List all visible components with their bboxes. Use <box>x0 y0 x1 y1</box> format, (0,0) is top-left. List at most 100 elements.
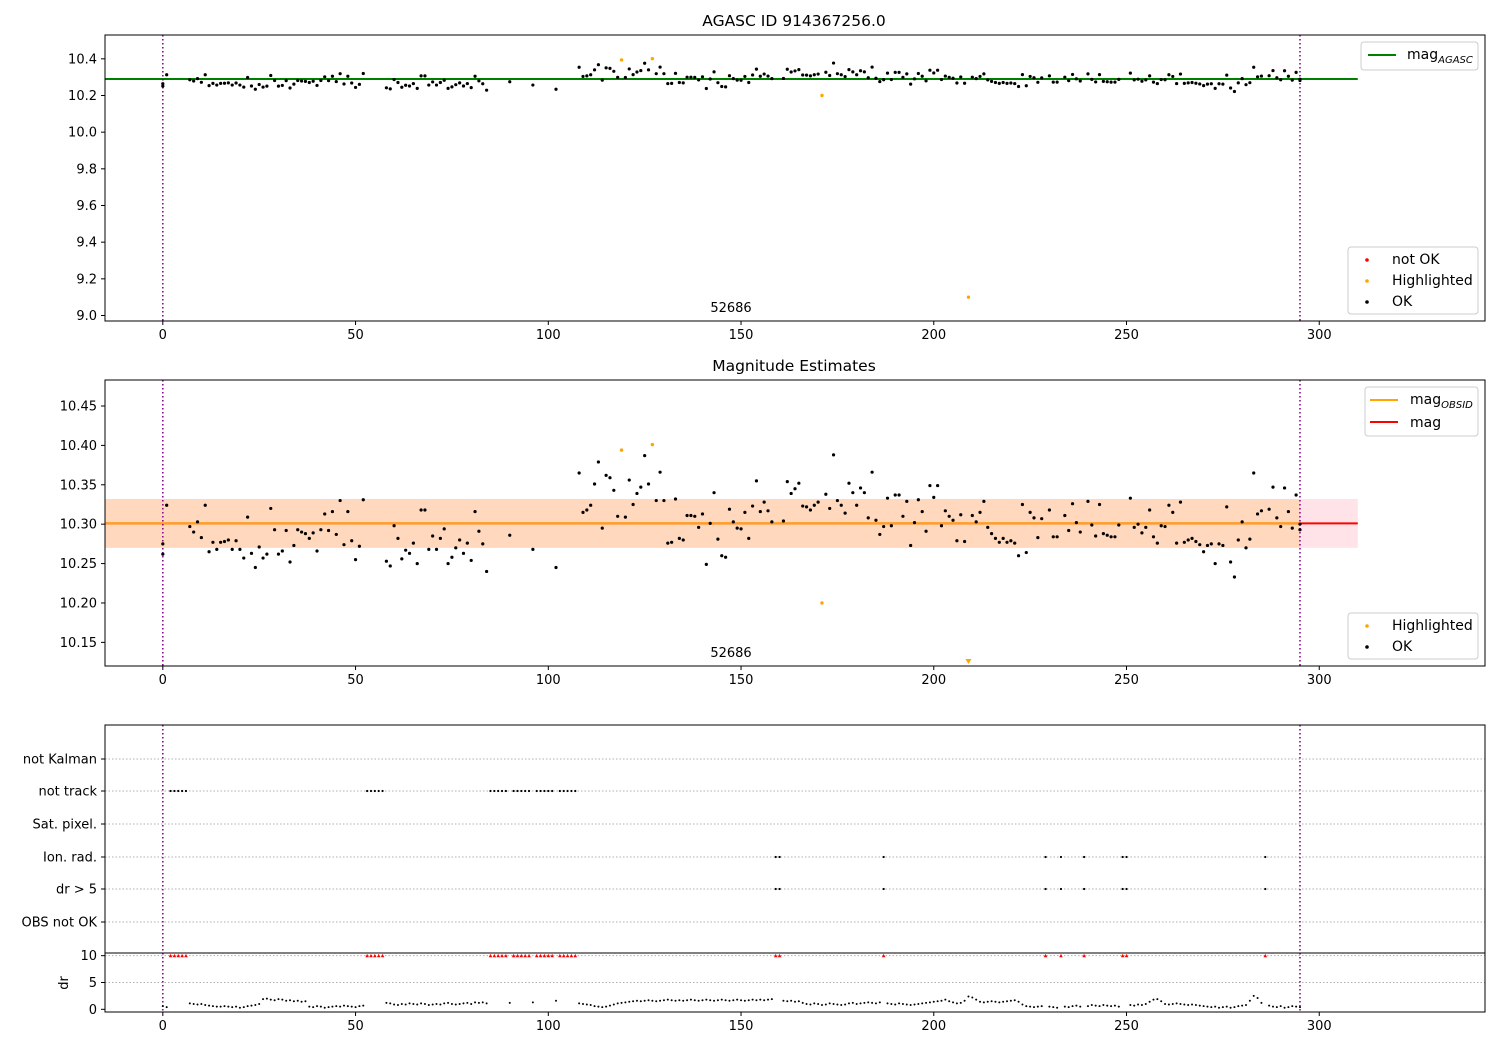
dr-point <box>635 999 638 1002</box>
estimates-ok-point <box>1128 496 1132 500</box>
agasc-ok-point <box>219 81 223 85</box>
estimates-ok-point <box>531 547 535 551</box>
flags-point <box>535 789 538 793</box>
dr-axis-label: dr <box>57 976 72 990</box>
agasc-ok-point <box>989 79 994 83</box>
agasc-ok-point <box>1128 71 1132 75</box>
dr-point <box>651 999 654 1002</box>
dr-point <box>1160 1000 1163 1003</box>
agasc-ok-point <box>901 75 905 79</box>
agasc-ok-point <box>712 70 716 74</box>
estimates-ok-point <box>1032 516 1036 520</box>
agasc-ok-point <box>1294 70 1298 74</box>
agasc-ok-point <box>411 81 415 86</box>
estimates-highlighted-point <box>619 448 624 452</box>
dr-point <box>782 999 785 1002</box>
agasc-ok-point <box>1109 80 1113 84</box>
agasc-ok-point <box>747 80 751 85</box>
dr-point <box>859 1002 862 1005</box>
estimates-y-tick-label: 10.35 <box>60 478 97 493</box>
estimates-ok-point <box>195 520 200 524</box>
agasc-ok-point <box>631 73 635 77</box>
dr-point <box>1171 1002 1174 1005</box>
estimates-ok-point <box>1194 539 1198 544</box>
agasc-ok-point <box>882 78 886 82</box>
dr-point <box>674 999 677 1002</box>
estimates-ok-point <box>207 550 211 554</box>
agasc-x-tick-label: 0 <box>159 328 167 343</box>
dr-clipped-marker <box>180 953 184 958</box>
estimates-ok-point <box>1171 510 1175 514</box>
agasc-ok-point <box>384 86 388 90</box>
dr-clipped-marker <box>511 953 516 958</box>
agasc-ok-point <box>1016 84 1021 89</box>
dr-clipped-marker <box>496 953 500 958</box>
dr-clipped-marker <box>523 953 527 958</box>
agasc-ok-point <box>816 72 820 76</box>
dr-point <box>316 1005 319 1008</box>
agasc-ok-point <box>1009 81 1013 85</box>
estimates-ok-point <box>932 495 936 499</box>
estimates-ok-point <box>342 543 346 547</box>
estimates-highlighted-point <box>650 442 655 447</box>
dr-point <box>300 1000 303 1003</box>
agasc-ok-point <box>739 78 743 82</box>
agasc-ok-point <box>600 78 604 82</box>
agasc-ok-point <box>531 83 535 87</box>
dr-point <box>990 1000 993 1003</box>
agasc-ok-point <box>338 72 342 76</box>
dr-point <box>624 1001 627 1004</box>
estimates-ok-point <box>1070 502 1075 506</box>
dr-point <box>1167 1003 1170 1006</box>
estimates-legend-ok-marker <box>1365 645 1369 649</box>
agasc-legend-bottom: not OK Highlighted OK <box>1347 246 1479 315</box>
agasc-ok-point <box>400 85 404 89</box>
dr-clipped-marker <box>1120 953 1125 958</box>
dr-point <box>1248 999 1251 1002</box>
dr-point <box>894 1003 897 1006</box>
estimates-ok-point <box>982 499 986 503</box>
dr-point <box>720 998 723 1001</box>
estimates-ok-point <box>658 470 662 474</box>
estimates-ok-point <box>1028 510 1032 514</box>
estimates-ok-point <box>330 509 335 514</box>
estimates-legend-highlighted-marker <box>1365 624 1369 628</box>
dr-point <box>901 1002 904 1005</box>
estimates-ok-point <box>1086 499 1090 503</box>
dr-point <box>396 1004 399 1007</box>
dr-point <box>319 1005 322 1008</box>
agasc-ok-point <box>1086 72 1090 76</box>
agasc-ok-point <box>700 75 705 79</box>
estimates-ok-point <box>280 549 284 553</box>
estimates-ok-point <box>192 530 196 534</box>
estimates-legend-bottom-box <box>1347 612 1479 660</box>
dr-point <box>1013 999 1016 1002</box>
dr-point <box>481 1001 484 1004</box>
agasc-ok-point <box>1032 76 1036 80</box>
flags-point <box>570 789 573 793</box>
estimates-ok-point <box>596 460 601 464</box>
agasc-ok-point <box>458 81 462 85</box>
dr-point <box>936 1000 939 1003</box>
dr-x-tick-label: 200 <box>921 1019 946 1034</box>
agasc-ok-point <box>222 81 227 85</box>
dr-point <box>1117 1005 1120 1008</box>
dr-point <box>728 999 731 1002</box>
estimates-ok-point <box>1279 524 1283 529</box>
dr-point <box>847 1002 850 1005</box>
dr-point <box>874 1002 877 1005</box>
dr-clipped-marker <box>492 953 497 958</box>
flags-point <box>882 887 885 891</box>
dr-point <box>886 1002 889 1005</box>
dr-point <box>1221 1006 1224 1009</box>
dr-point <box>794 1000 796 1003</box>
agasc-ok-point <box>299 79 304 83</box>
estimates-ok-point <box>446 561 450 566</box>
estimates-ok-point <box>1190 536 1194 540</box>
dr-point <box>1025 1005 1028 1008</box>
agasc-legend-mag-subscript: AGASC <box>1437 55 1473 66</box>
dr-point <box>1052 1006 1055 1009</box>
agasc-ok-point <box>357 82 362 86</box>
dr-point <box>1152 998 1155 1001</box>
dr-point <box>427 1004 430 1007</box>
